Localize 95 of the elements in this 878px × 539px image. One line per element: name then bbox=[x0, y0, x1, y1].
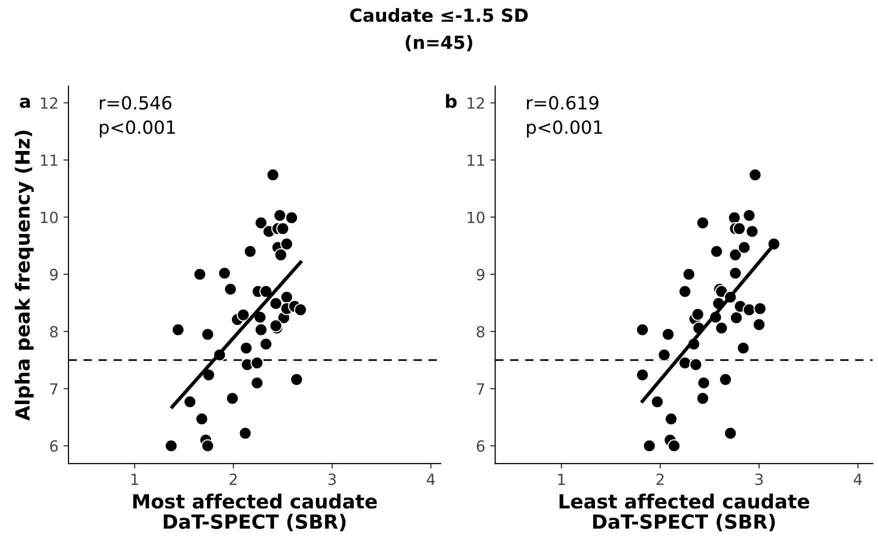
point bbox=[664, 412, 678, 426]
point bbox=[269, 296, 282, 310]
point bbox=[250, 356, 264, 370]
point bbox=[728, 266, 742, 280]
point bbox=[728, 248, 742, 262]
point bbox=[240, 341, 253, 355]
point bbox=[689, 358, 702, 372]
y-tick-label: 9 bbox=[476, 268, 484, 280]
y-axis-title: Alpha peak frequency (Hz) bbox=[14, 130, 34, 421]
point bbox=[254, 216, 268, 230]
y-tick-label: 6 bbox=[476, 440, 485, 452]
point bbox=[195, 412, 208, 426]
point bbox=[280, 237, 294, 251]
x-tick-label: 3 bbox=[328, 474, 336, 486]
point bbox=[274, 248, 288, 262]
y-tick-label: 10 bbox=[41, 212, 58, 224]
point bbox=[269, 319, 282, 332]
point bbox=[266, 168, 280, 182]
point bbox=[728, 211, 741, 224]
x-axis-title: Least affected caudate DaT-SPECT (SBR) bbox=[560, 494, 810, 532]
point bbox=[238, 426, 252, 440]
point bbox=[259, 337, 273, 351]
point bbox=[714, 321, 728, 335]
y-tick-label: 8 bbox=[50, 326, 58, 338]
point bbox=[753, 302, 767, 316]
point bbox=[183, 395, 197, 408]
point bbox=[691, 308, 704, 321]
point bbox=[636, 368, 650, 382]
x-tick-label: 3 bbox=[755, 474, 763, 486]
point bbox=[276, 222, 290, 236]
point bbox=[650, 395, 664, 408]
point bbox=[742, 208, 756, 222]
y-tick-label: 12 bbox=[41, 97, 58, 109]
text: b bbox=[446, 94, 457, 108]
point bbox=[697, 376, 710, 390]
point bbox=[732, 222, 746, 236]
y-tick-label: 9 bbox=[50, 268, 58, 280]
point bbox=[218, 266, 232, 280]
x-tick-label: 2 bbox=[230, 474, 237, 485]
text: a bbox=[20, 98, 30, 108]
point bbox=[280, 290, 294, 304]
point bbox=[172, 323, 185, 336]
y-tick-label: 7 bbox=[477, 383, 484, 394]
point bbox=[678, 356, 692, 370]
point bbox=[254, 323, 268, 336]
point bbox=[710, 244, 724, 258]
point bbox=[636, 323, 650, 336]
y-tick-label: 7 bbox=[50, 383, 58, 394]
point bbox=[201, 328, 214, 341]
point bbox=[201, 439, 214, 452]
y-tick-label: 10 bbox=[468, 212, 484, 224]
y-tick-label: 6 bbox=[50, 440, 58, 452]
annotation: r=0.619 p<0.001 bbox=[527, 96, 602, 138]
y-tick-label: 8 bbox=[476, 326, 484, 338]
y-tick-label: 11 bbox=[41, 154, 58, 166]
point bbox=[658, 348, 671, 362]
point bbox=[642, 439, 656, 452]
point bbox=[668, 439, 681, 452]
y-tick-label: 12 bbox=[468, 97, 484, 109]
annotation: r=0.546 p<0.001 bbox=[100, 96, 175, 138]
chart-title: Caudate ≤-1.5 SD (n=45) bbox=[350, 8, 528, 52]
point bbox=[714, 284, 728, 298]
point bbox=[752, 318, 766, 332]
point bbox=[285, 211, 298, 224]
point bbox=[746, 224, 759, 238]
x-tick-label: 1 bbox=[131, 474, 138, 485]
point bbox=[678, 284, 692, 298]
point bbox=[718, 372, 732, 386]
point bbox=[290, 372, 304, 386]
x-tick-label: 1 bbox=[558, 474, 565, 485]
point bbox=[164, 439, 178, 452]
x-tick-label: 4 bbox=[854, 474, 862, 485]
point bbox=[224, 282, 237, 296]
point bbox=[259, 284, 273, 298]
point bbox=[742, 303, 756, 316]
point bbox=[736, 341, 750, 355]
y-tick-label: 11 bbox=[468, 154, 484, 166]
point bbox=[226, 392, 239, 405]
point bbox=[244, 244, 257, 258]
point bbox=[696, 216, 710, 230]
point bbox=[730, 311, 743, 324]
point bbox=[193, 268, 206, 281]
point bbox=[696, 392, 710, 405]
point bbox=[273, 208, 286, 222]
point bbox=[682, 268, 696, 281]
point bbox=[748, 168, 762, 182]
point bbox=[738, 240, 751, 254]
point bbox=[250, 376, 264, 390]
x-axis-title: Most affected caudate DaT-SPECT (SBR) bbox=[133, 494, 377, 532]
point bbox=[294, 303, 308, 316]
point bbox=[662, 328, 675, 341]
x-tick-label: 4 bbox=[426, 474, 435, 485]
point bbox=[236, 308, 250, 322]
x-tick-label: 2 bbox=[656, 474, 664, 485]
point bbox=[724, 426, 737, 440]
